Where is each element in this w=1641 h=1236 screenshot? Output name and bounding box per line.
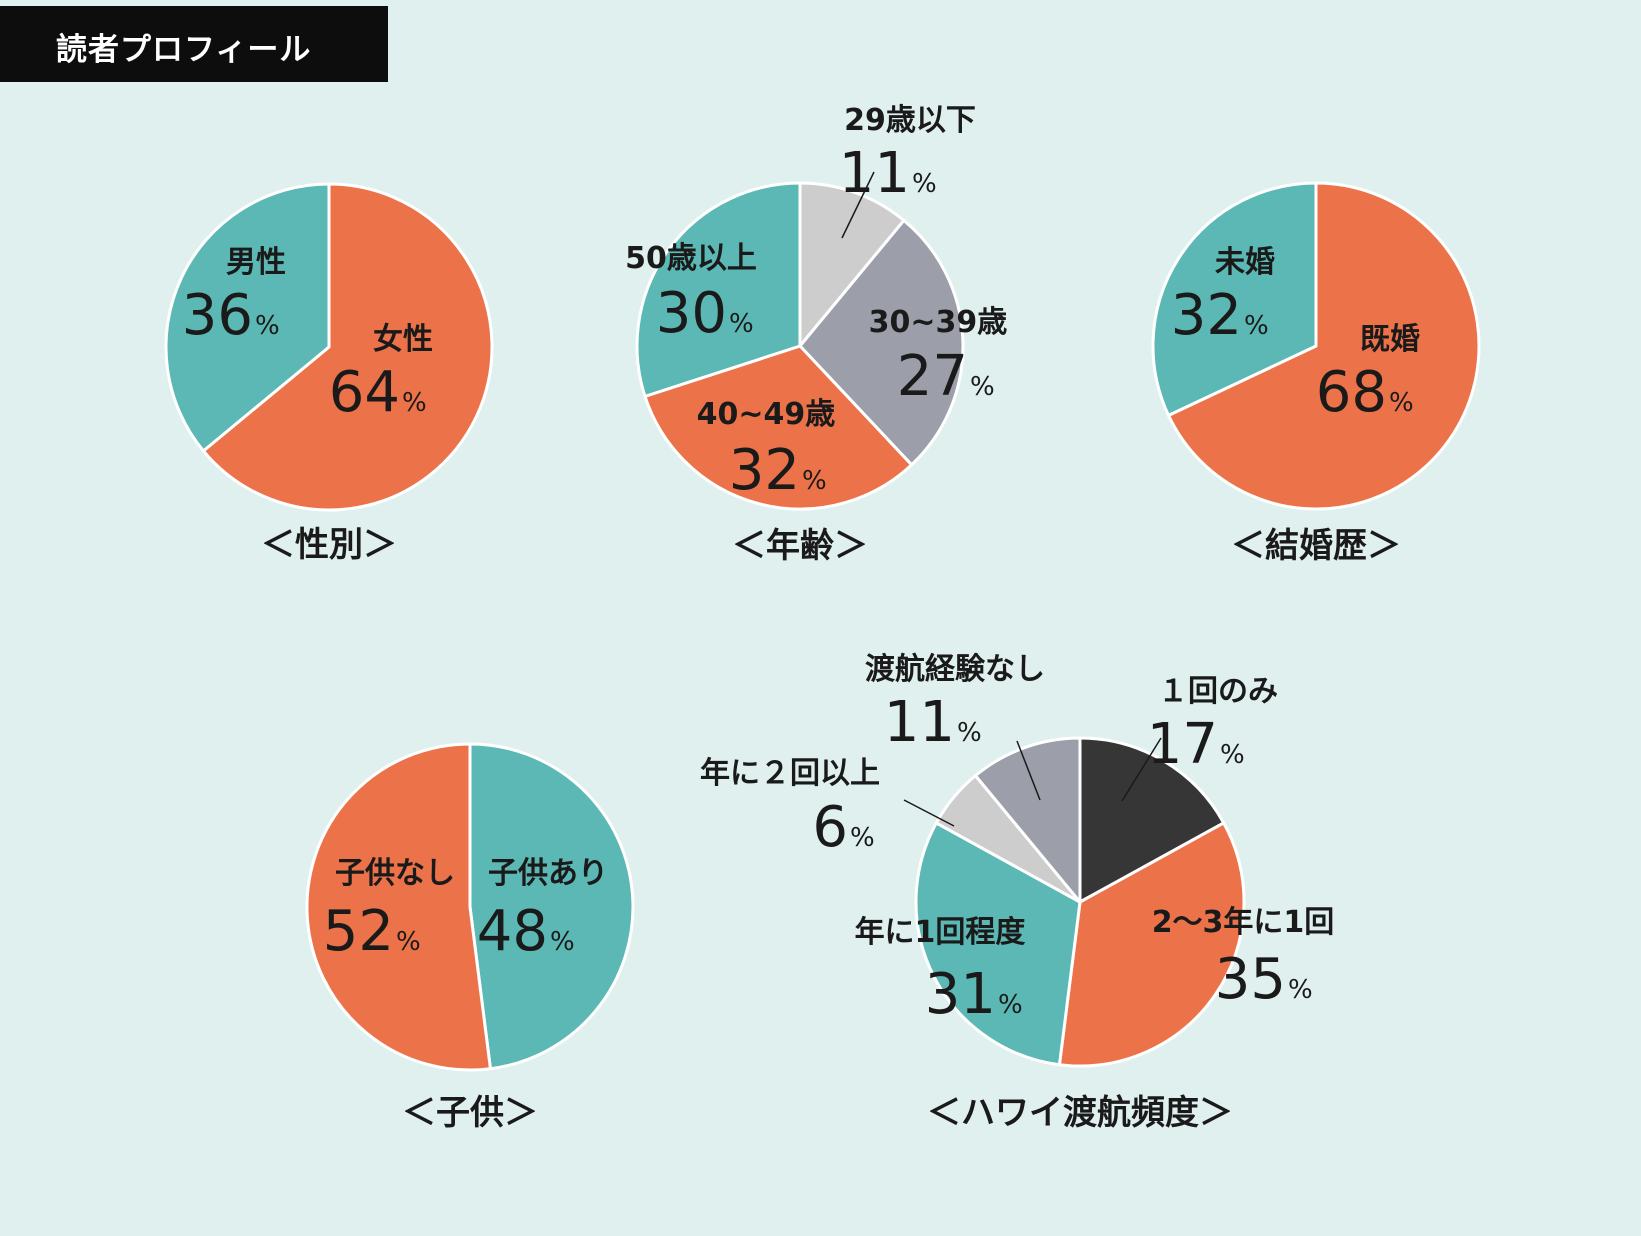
- age-percent-sign-1: %: [912, 169, 937, 199]
- age-slice-3: [643, 344, 914, 511]
- children-slice-1: [468, 742, 635, 1071]
- children-value-1: 48: [477, 899, 548, 964]
- children-label-1: 子供あり: [488, 856, 608, 891]
- hawaii-percent-sign-3: %: [998, 990, 1023, 1020]
- children-value-2: 52: [323, 899, 394, 964]
- marital-slice-1: [1167, 181, 1481, 511]
- children-percent-sign-1: %: [550, 927, 575, 957]
- hawaii-chart-title: ＜ハワイ渡航頻度＞: [927, 1093, 1233, 1133]
- gender-value-2: 36: [182, 283, 253, 348]
- hawaii-leader-line-1: [1121, 737, 1162, 802]
- age-label-2: 30~39歳: [869, 305, 1008, 340]
- hawaii-leader-line-5: [1016, 740, 1041, 801]
- children-slice-2: [305, 742, 492, 1072]
- age-slice-4: [635, 181, 802, 398]
- hawaii-label-5: 渡航経験なし: [865, 652, 1045, 687]
- children-label-2: 子供なし: [335, 856, 455, 891]
- age-value-2: 27: [897, 344, 968, 409]
- gender-slice-1: [201, 182, 494, 512]
- hawaii-label-3: 年に1回程度: [855, 915, 1026, 950]
- hawaii-value-2: 35: [1215, 947, 1286, 1012]
- age-percent-sign-2: %: [970, 372, 995, 402]
- hawaii-leader-line-4: [903, 799, 955, 827]
- marital-percent-sign-1: %: [1389, 388, 1414, 418]
- title-bar: 読者プロフィール: [0, 6, 388, 82]
- gender-value-1: 64: [329, 360, 400, 425]
- gender-percent-sign-2: %: [255, 311, 280, 341]
- hawaii-percent-sign-1: %: [1220, 740, 1245, 770]
- hawaii-label-2: 2～3年に1回: [1152, 905, 1335, 940]
- marital-label-1: 既婚: [1360, 322, 1420, 357]
- marital-value-1: 68: [1316, 360, 1387, 425]
- hawaii-percent-sign-4: %: [850, 823, 875, 853]
- age-label-4: 50歳以上: [625, 241, 757, 276]
- marital-value-2: 32: [1171, 283, 1242, 348]
- hawaii-slice-5: [973, 736, 1082, 904]
- gender-chart-title: ＜性別＞: [261, 525, 397, 565]
- children-chart-title: ＜子供＞: [402, 1093, 538, 1133]
- hawaii-value-5: 11: [884, 690, 955, 755]
- age-percent-sign-4: %: [729, 309, 754, 339]
- hawaii-value-4: 6: [812, 795, 848, 860]
- hawaii-label-1: １回のみ: [1158, 674, 1278, 709]
- hawaii-percent-sign-5: %: [957, 718, 982, 748]
- gender-slice-2: [164, 182, 331, 453]
- hawaii-slice-2: [1057, 821, 1246, 1068]
- marital-label-2: 未婚: [1215, 245, 1275, 280]
- gender-label-2: 男性: [226, 245, 286, 280]
- age-value-3: 32: [729, 438, 800, 503]
- marital-percent-sign-2: %: [1244, 311, 1269, 341]
- age-value-1: 11: [839, 141, 910, 206]
- gender-label-1: 女性: [373, 322, 433, 357]
- hawaii-slice-3: [914, 821, 1082, 1067]
- gender-percent-sign-1: %: [402, 388, 427, 418]
- age-label-3: 40~49歳: [697, 397, 836, 432]
- age-slice-1: [798, 181, 906, 348]
- page-title: 読者プロフィール: [56, 32, 312, 68]
- age-percent-sign-3: %: [802, 466, 827, 496]
- children-percent-sign-2: %: [396, 927, 421, 957]
- hawaii-value-1: 17: [1147, 712, 1218, 777]
- hawaii-slice-1: [1078, 736, 1226, 904]
- hawaii-label-4: 年に２回以上: [700, 756, 880, 791]
- marital-slice-2: [1151, 181, 1318, 417]
- hawaii-value-3: 31: [925, 962, 996, 1027]
- age-slice-2: [798, 218, 965, 467]
- age-label-1: 29歳以下: [844, 103, 976, 138]
- age-leader-line-1: [841, 171, 875, 239]
- marital-chart-title: ＜結婚歴＞: [1231, 526, 1401, 566]
- hawaii-percent-sign-2: %: [1288, 975, 1313, 1005]
- age-chart-title: ＜年齢＞: [732, 526, 868, 566]
- age-value-4: 30: [656, 281, 727, 346]
